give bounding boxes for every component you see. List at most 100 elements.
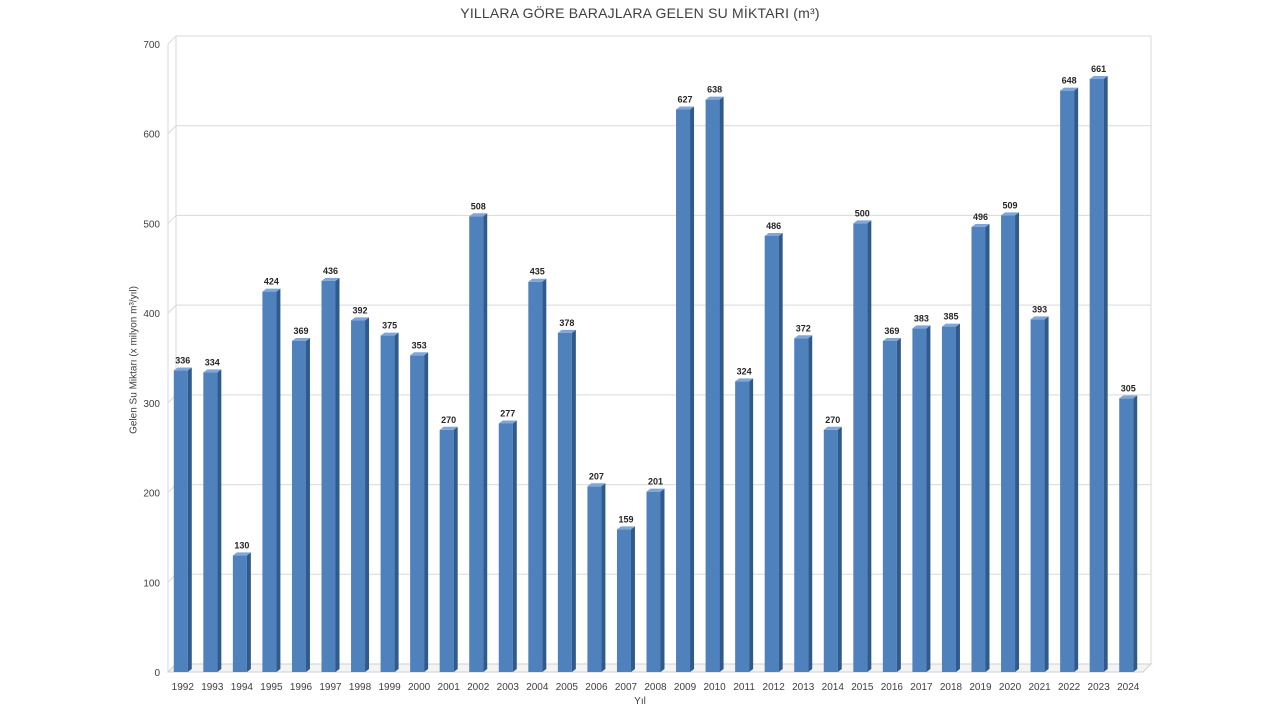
bar (528, 278, 547, 672)
bar-side (1044, 316, 1049, 672)
y-tick-label: 500 (143, 219, 160, 230)
y-tick-label: 400 (143, 309, 160, 320)
bar-front (410, 355, 425, 672)
bar-top (794, 335, 813, 339)
y-tick-label: 100 (143, 578, 160, 589)
data-label: 638 (707, 85, 722, 95)
data-label: 277 (500, 408, 515, 418)
bar-front (262, 291, 277, 672)
x-tick-label: 2006 (585, 682, 608, 693)
bar-side (424, 352, 429, 672)
bar (1119, 395, 1138, 672)
bar-top (764, 232, 783, 236)
data-label: 334 (205, 357, 220, 367)
data-label: 201 (648, 477, 663, 487)
bar-side (217, 369, 222, 672)
bar-top (351, 317, 370, 321)
bar (498, 420, 517, 672)
bar (262, 288, 281, 672)
bar-front (616, 529, 631, 672)
bar-front (941, 326, 956, 672)
x-tick-label: 2002 (467, 682, 490, 693)
bar-front (882, 340, 897, 672)
bar-side (808, 335, 813, 672)
bar-side (571, 329, 576, 672)
bar (971, 224, 990, 672)
bar-side (246, 552, 251, 672)
x-tick-label: 2017 (910, 682, 933, 693)
bar-top (823, 426, 842, 430)
bar (941, 323, 960, 672)
data-label: 324 (737, 366, 752, 376)
data-label: 393 (1032, 304, 1047, 314)
bar (1089, 75, 1108, 672)
x-tick-label: 1996 (290, 682, 313, 693)
bar-side (365, 317, 370, 672)
bar-front (232, 555, 247, 672)
x-tick-label: 2015 (851, 682, 874, 693)
bar-side (1074, 87, 1079, 672)
data-label: 648 (1062, 76, 1077, 86)
bar (1030, 316, 1049, 672)
bar-front (380, 335, 395, 672)
x-tick-label: 2021 (1028, 682, 1051, 693)
data-label: 207 (589, 471, 604, 481)
x-tick-label: 2020 (999, 682, 1022, 693)
x-tick-label: 1998 (349, 682, 372, 693)
bar-side (778, 232, 783, 672)
bar-top (1089, 75, 1108, 79)
bar (469, 213, 488, 672)
data-label: 435 (530, 267, 545, 277)
bar-front (498, 423, 513, 672)
bar (1060, 87, 1079, 672)
bar-top (912, 325, 931, 329)
x-tick-label: 2001 (438, 682, 461, 693)
bar (557, 329, 576, 672)
bar-top (587, 483, 606, 487)
bar-top (646, 488, 665, 492)
y-tick-label: 600 (143, 130, 160, 141)
bar-top (616, 526, 635, 530)
data-label: 378 (559, 318, 574, 328)
bar-side (394, 332, 399, 672)
y-tick-label: 300 (143, 399, 160, 410)
data-label: 509 (1003, 200, 1018, 210)
data-label: 392 (353, 305, 368, 315)
bar-front (735, 381, 750, 672)
x-tick-label: 2004 (526, 682, 549, 693)
bar (764, 232, 783, 672)
bar-top (498, 420, 517, 424)
bar-front (971, 227, 986, 672)
bar (882, 337, 901, 672)
bar-front (1030, 319, 1045, 672)
bar (351, 317, 370, 672)
data-label: 369 (293, 326, 308, 336)
bar-front (705, 99, 720, 672)
data-label: 496 (973, 212, 988, 222)
x-axis-title: Yıl (634, 696, 646, 707)
bar-side (1133, 395, 1138, 672)
bar-side (187, 367, 192, 672)
data-label: 305 (1121, 383, 1136, 393)
bar-front (203, 372, 218, 672)
bar (380, 332, 399, 672)
y-tick-label: 700 (143, 40, 160, 51)
bar-side (335, 277, 340, 672)
x-tick-label: 2000 (408, 682, 431, 693)
data-label: 270 (441, 415, 456, 425)
bar-front (912, 328, 927, 672)
data-label: 270 (825, 415, 840, 425)
x-tick-label: 1992 (172, 682, 195, 693)
x-tick-label: 2012 (763, 682, 786, 693)
bar-side (276, 288, 281, 672)
bar-top (705, 96, 724, 100)
x-tick-label: 2022 (1058, 682, 1081, 693)
bar-front (469, 216, 484, 672)
bar-front (646, 491, 661, 672)
data-label: 130 (234, 540, 249, 550)
bar (203, 369, 222, 672)
bar-top (676, 106, 695, 110)
bar-side (630, 526, 635, 672)
x-tick-label: 2014 (822, 682, 845, 693)
bar-side (896, 337, 901, 672)
